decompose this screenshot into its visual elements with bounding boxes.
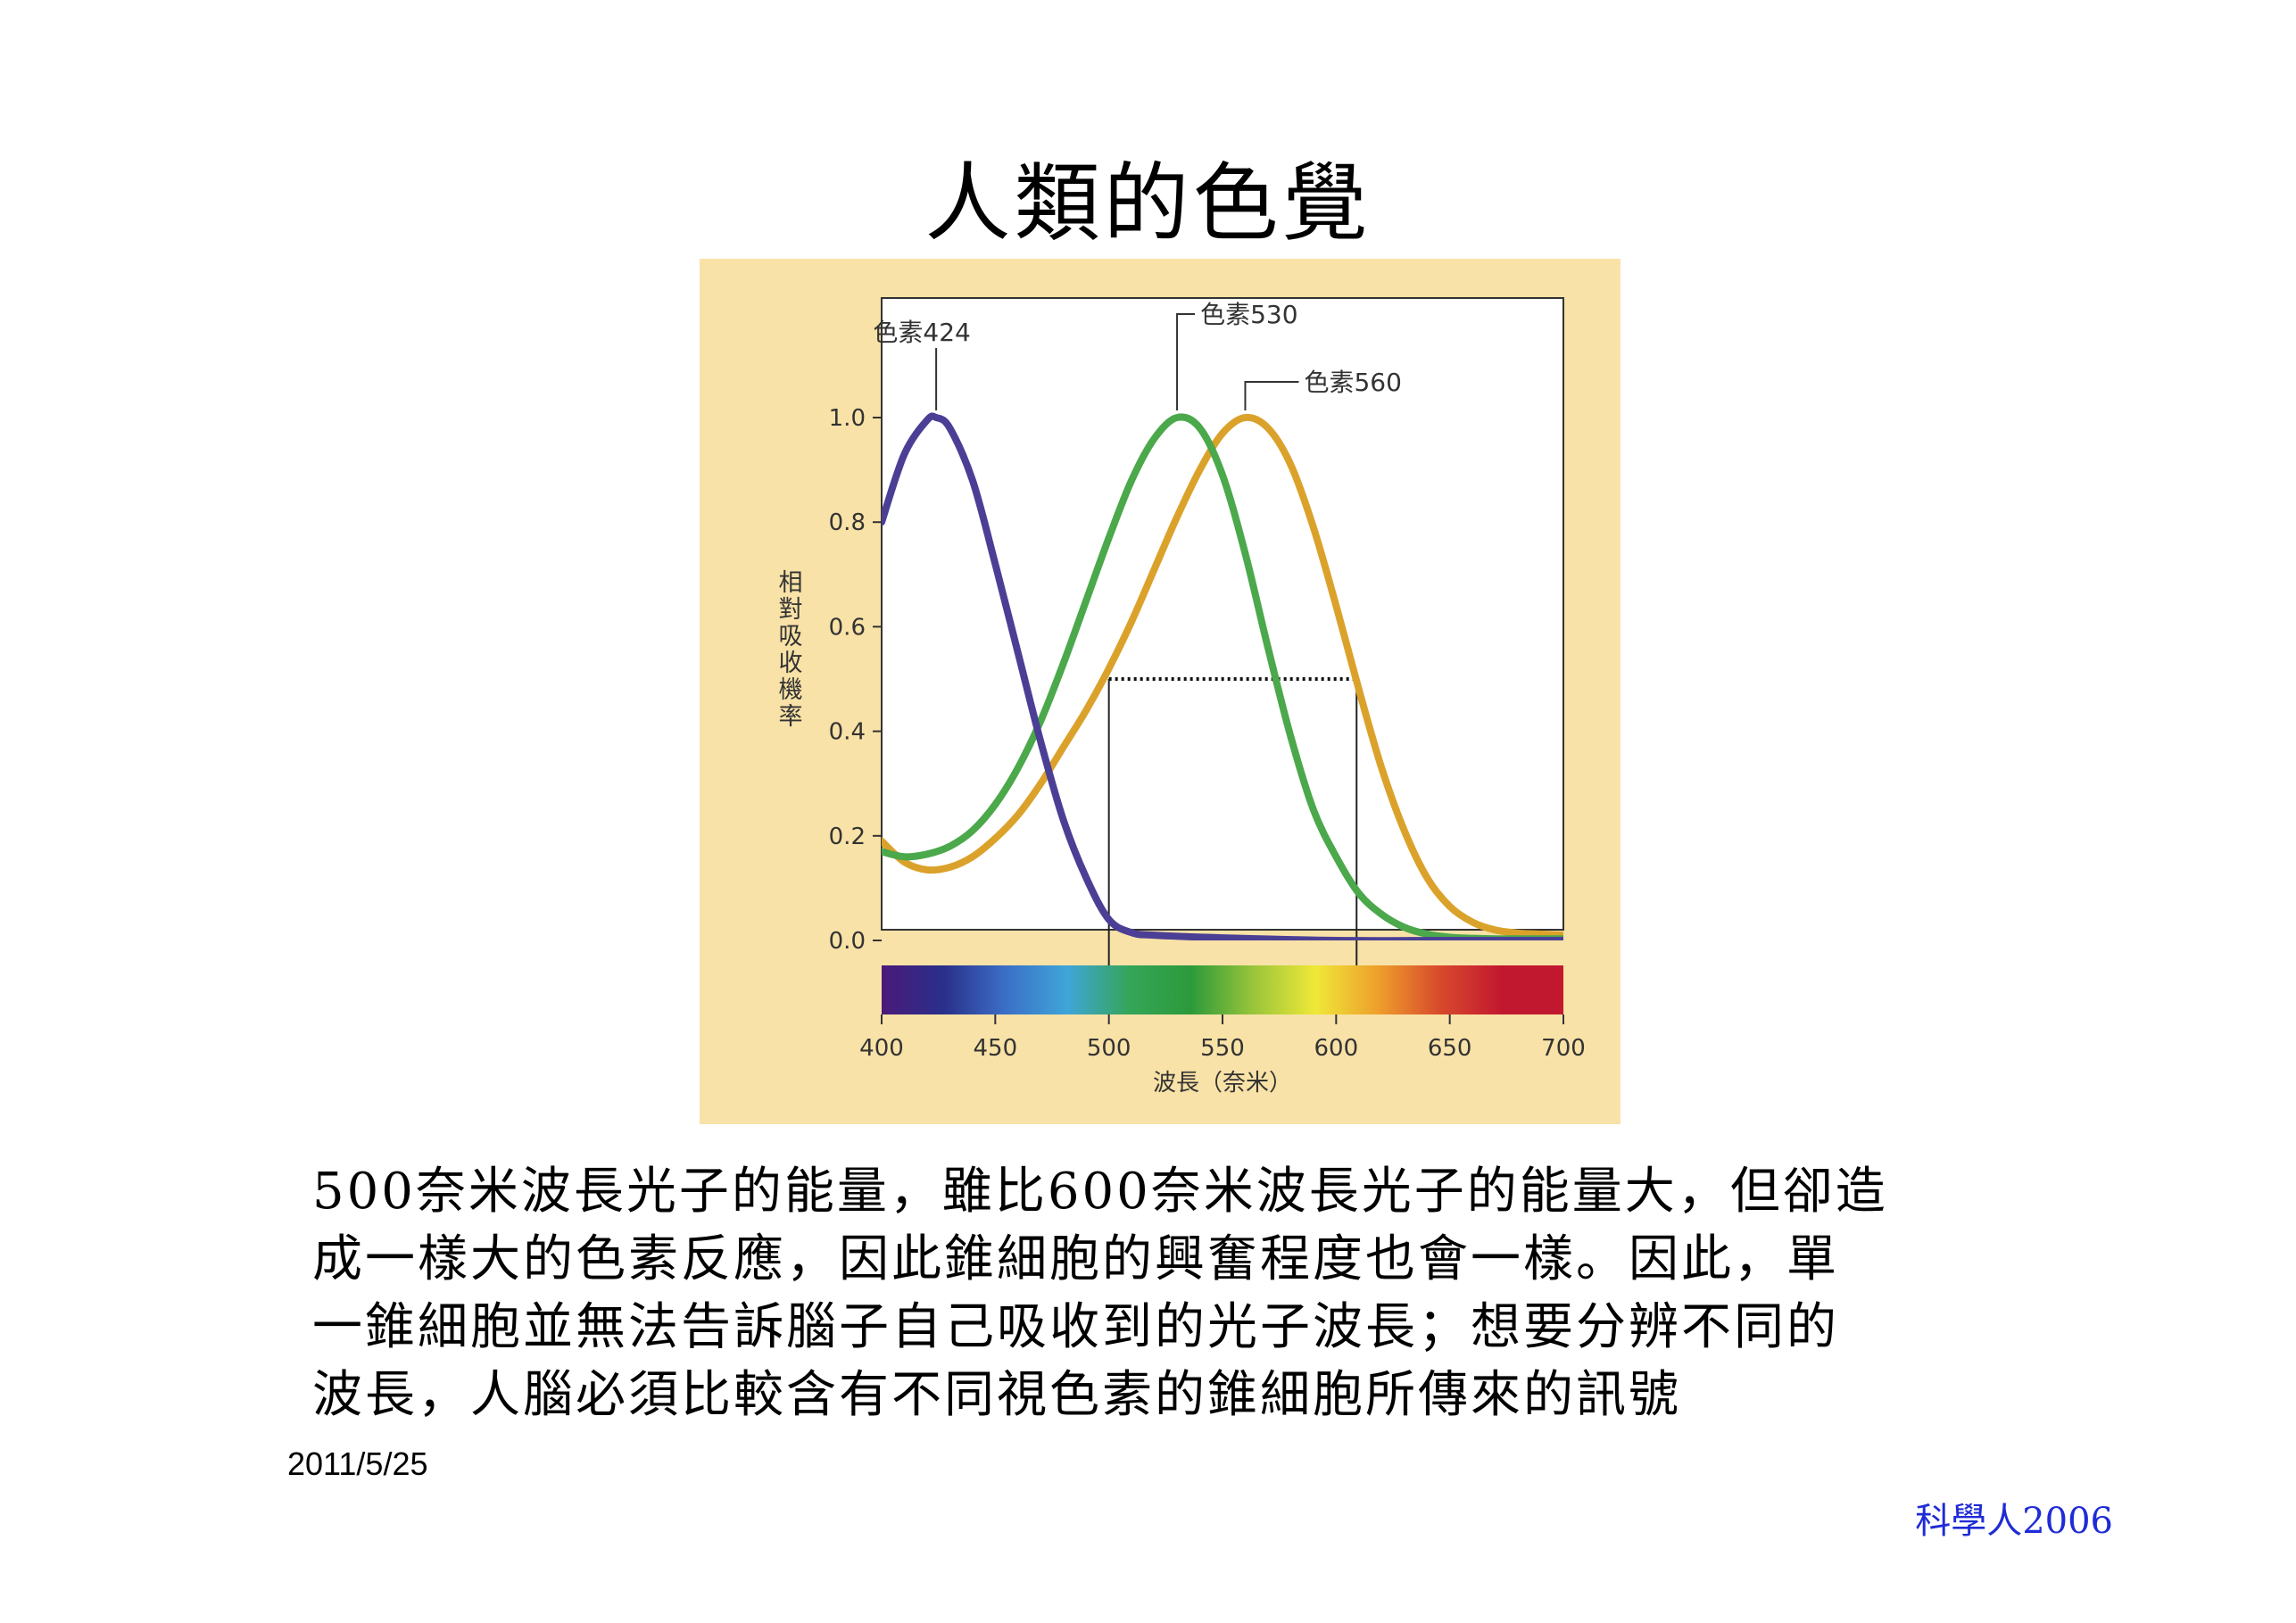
series-label-424: 色素424 [873,318,970,347]
y-tick-label: 0.6 [829,614,866,641]
x-tick-label: 500 [1087,1035,1131,1062]
x-tick-label: 400 [859,1035,904,1062]
x-tick-label: 650 [1428,1035,1472,1062]
series-label-560: 色素560 [1304,368,1401,397]
y-tick-label: 0.8 [829,509,866,536]
x-tick-label: 550 [1200,1035,1245,1062]
leader-530 [1176,313,1196,410]
y-axis-label-char: 率 [779,703,803,731]
x-tick-label: 700 [1541,1035,1586,1062]
y-axis-label-char: 對 [779,596,803,624]
chart-panel: 0.0 0.2 0.4 0.6 0.8 1.0 400 450 500 550 600 650 700… [700,259,1620,1124]
y-axis-label-char: 吸 [779,623,803,650]
source-credit: 科學人2006 [1915,1501,2113,1542]
x-tick-label: 600 [1314,1035,1359,1062]
spectrum-bar [882,965,1563,1014]
y-tick-label: 0.4 [829,719,866,746]
y-axis-label-char: 機 [779,676,803,704]
series-line-3 [882,413,1563,940]
plot-area [881,297,1564,931]
body-line-3: 一錐細胞並無法告訴腦子自己吸收到的光子波長；想要分辨不同的 [312,1298,1839,1356]
series-label-530: 色素530 [1200,300,1297,329]
x-axis-label: 波長（奈米） [1153,1070,1292,1097]
y-axis-label-char: 收 [779,650,803,677]
y-tick-label: 0.2 [829,824,866,850]
slide-date: 2011/5/25 [287,1445,428,1482]
body-line-2: 成一樣大的色素反應，因此錐細胞的興奮程度也會一樣。因此，單 [312,1230,1839,1288]
y-tick-label: 0.0 [829,928,866,955]
body-line-4: 波長，人腦必須比較含有不同視色素的錐細胞所傳來的訊號 [312,1366,1681,1424]
leader-560 [1244,381,1299,410]
body-text: 500奈米波長光子的能量，雖比600奈米波長光子的能量大，但卻造 成一樣大的色素… [312,1158,2079,1429]
series-line-1 [882,412,1563,940]
x-tick-label: 450 [974,1035,1018,1062]
body-line-1: 500奈米波長光子的能量，雖比600奈米波長光子的能量大，但卻造 [312,1163,1888,1221]
y-axis-label-char: 相 [779,569,803,597]
y-tick-label: 1.0 [829,405,866,432]
slide-title: 人類的色覺 [924,153,1372,253]
absorption-chart: 0.0 0.2 0.4 0.6 0.8 1.0 400 450 500 550 600 650 700… [779,297,1586,1097]
